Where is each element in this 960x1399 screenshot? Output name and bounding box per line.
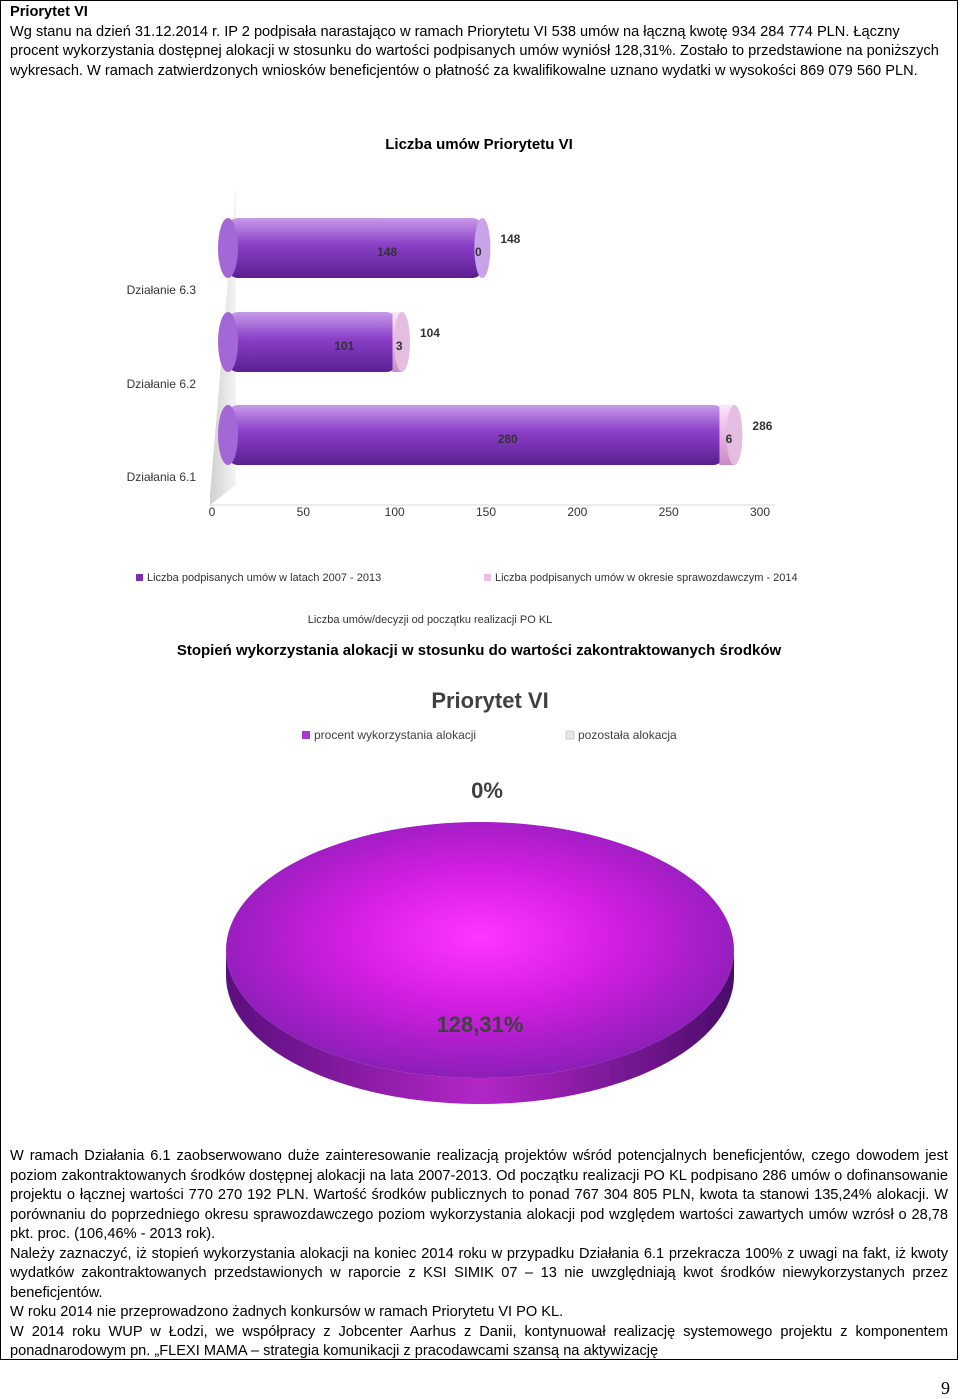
data-label-report: 3: [396, 339, 403, 353]
footer-paragraph-2: Należy zaznaczyć, iż stopień wykorzystan…: [10, 1245, 948, 1301]
pie-chart-heading: Stopień wykorzystania alokacji w stosunk…: [176, 642, 782, 659]
header-section: Priorytet VI Wg stanu na dzień 31.12.201…: [10, 3, 950, 81]
bar-cap-left: [218, 312, 238, 372]
bar-cap-right: [726, 405, 743, 465]
legend-label-allocation: procent wykorzystania alokacji: [314, 728, 476, 742]
x-tick-label: 100: [385, 505, 405, 519]
section-title: Priorytet VI: [10, 4, 88, 20]
x-tick-label: 200: [567, 505, 587, 519]
page-number: 9: [941, 1378, 950, 1398]
category-label: Działanie 6.2: [127, 377, 197, 391]
legend-swatch-remaining: [565, 730, 575, 740]
legend-swatch-allocation: [302, 731, 310, 739]
legend-label-main: Liczba podpisanych umów w latach 2007 - …: [147, 572, 381, 584]
x-axis-label: Liczba umów/decyzji od początku realizac…: [308, 614, 553, 626]
bar-main: [228, 405, 724, 465]
data-label-main: 280: [498, 432, 518, 446]
pie-legend: procent wykorzystania alokacji pozostała…: [302, 728, 677, 742]
pie-slice-allocation: [226, 822, 734, 1078]
pie-chart: Priorytet VI procent wykorzystania aloka…: [226, 688, 734, 1104]
x-tick-label: 250: [659, 505, 679, 519]
legend-swatch-report: [484, 574, 491, 581]
footer-paragraph-4: W 2014 roku WUP w Łodzi, we współpracy z…: [10, 1323, 948, 1360]
x-tick-label: 300: [750, 505, 770, 519]
bar-cap-left: [218, 218, 238, 278]
page-frame: [0, 0, 958, 1360]
category-label: Działanie 6.3: [127, 283, 197, 297]
data-label-main: 101: [334, 339, 354, 353]
x-tick-label: 0: [209, 505, 216, 519]
bar-cap-left: [218, 405, 238, 465]
data-label-total: 148: [500, 232, 520, 246]
category-label: Działania 6.1: [127, 470, 197, 484]
x-tick-label: 50: [297, 505, 311, 519]
x-tick-label: 150: [476, 505, 496, 519]
data-label-total: 286: [752, 419, 772, 433]
data-label-total: 104: [420, 326, 440, 340]
legend-label-remaining: pozostała alokacja: [578, 728, 677, 742]
legend-swatch-main: [136, 574, 143, 581]
data-label-main: 148: [377, 245, 397, 259]
bar-main: [228, 312, 397, 372]
pie-label-remaining: 0%: [471, 778, 503, 803]
data-label-report: 6: [726, 432, 733, 446]
bar-chart-title: Liczba umów Priorytetu VI: [385, 136, 573, 153]
bar-chart: Działanie 6.3 148 0 148 Działanie 6.2 101 3 104…: [127, 185, 798, 626]
bar-main: [228, 218, 483, 278]
footer-text: W ramach Działania 6.1 zaobserwowano duż…: [10, 1147, 948, 1362]
pie-title: Priorytet VI: [431, 688, 548, 713]
intro-paragraph: Wg stanu na dzień 31.12.2014 r. IP 2 pod…: [10, 23, 939, 79]
pie-slice-side: [226, 950, 734, 1104]
data-label-report: 0: [475, 245, 482, 259]
bar-cap-right: [474, 218, 491, 278]
footer-paragraph-3: W roku 2014 nie przeprowadzono żadnych k…: [10, 1304, 564, 1320]
bar-cap-right: [393, 312, 410, 372]
legend-label-report: Liczba podpisanych umów w okresie sprawo…: [495, 572, 798, 584]
footer-paragraph-1: W ramach Działania 6.1 zaobserwowano duż…: [10, 1148, 948, 1242]
pie-label-allocation: 128,31%: [437, 1012, 524, 1037]
